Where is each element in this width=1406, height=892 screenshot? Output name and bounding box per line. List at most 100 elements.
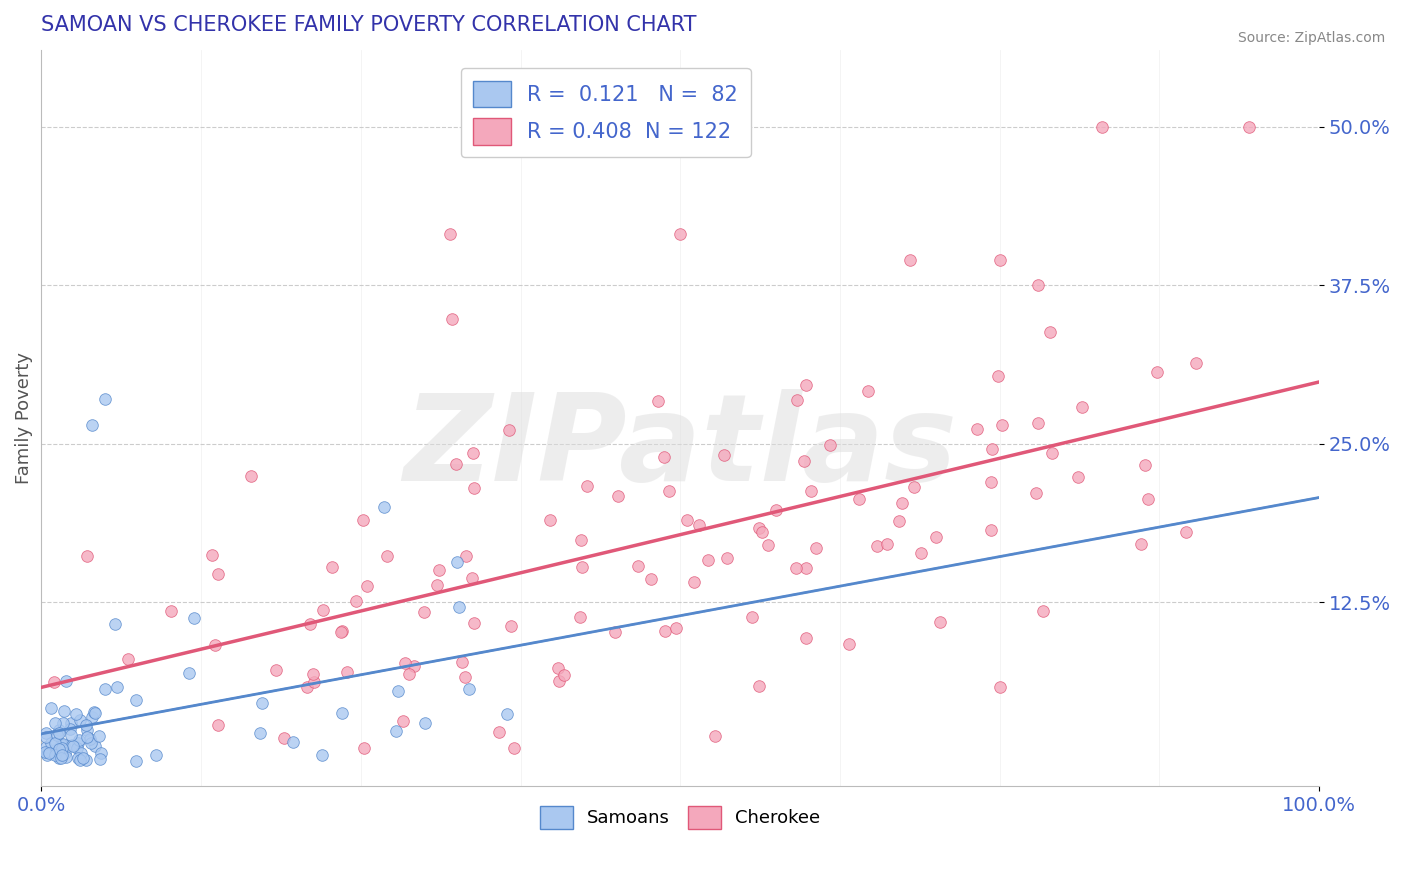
Point: [454, 549, 477, 563]
Point: [441, 312, 464, 326]
Point: [800, 484, 823, 499]
Point: [627, 558, 650, 573]
Point: [716, 551, 738, 566]
Point: [682, 575, 704, 590]
Point: [796, 378, 818, 392]
Point: [67, 751, 90, 765]
Point: [568, 610, 591, 624]
Point: [794, 561, 817, 575]
Point: [353, 741, 375, 756]
Point: [444, 457, 467, 471]
Point: [454, 670, 477, 684]
Point: [1133, 458, 1156, 472]
Point: [856, 384, 879, 399]
Point: [44, 746, 66, 760]
Point: [658, 484, 681, 499]
Point: [69, 732, 91, 747]
Point: [34, 746, 56, 760]
Point: [1137, 491, 1160, 506]
Point: [145, 747, 167, 762]
Point: [179, 665, 201, 680]
Point: [295, 681, 318, 695]
Point: [311, 747, 333, 762]
Point: [44, 743, 66, 757]
Point: [34, 725, 56, 739]
Point: [669, 227, 692, 242]
Point: [48, 723, 70, 738]
Point: [35, 745, 58, 759]
Y-axis label: Family Poverty: Family Poverty: [15, 352, 32, 484]
Point: [980, 523, 1002, 537]
Point: [820, 438, 842, 452]
Point: [39, 700, 62, 714]
Point: [60, 728, 83, 742]
Point: [1032, 604, 1054, 618]
Point: [94, 681, 117, 696]
Point: [547, 674, 569, 689]
Point: [373, 500, 395, 515]
Point: [207, 717, 229, 731]
Point: [427, 564, 450, 578]
Point: [55, 749, 77, 764]
Point: [1067, 470, 1090, 484]
Point: [352, 513, 374, 527]
Point: [59, 716, 82, 731]
Point: [696, 553, 718, 567]
Point: [1070, 401, 1092, 415]
Point: [336, 665, 359, 679]
Point: [104, 616, 127, 631]
Point: [675, 513, 697, 527]
Point: [461, 446, 484, 460]
Point: [458, 682, 481, 697]
Point: [765, 503, 787, 517]
Point: [266, 664, 288, 678]
Point: [866, 539, 889, 553]
Point: [76, 730, 98, 744]
Point: [887, 514, 910, 528]
Point: [48, 751, 70, 765]
Point: [413, 605, 436, 619]
Point: [75, 753, 97, 767]
Point: [330, 624, 353, 638]
Point: [38, 746, 60, 760]
Point: [413, 716, 436, 731]
Point: [344, 594, 367, 608]
Point: [34, 731, 56, 745]
Point: [502, 741, 524, 756]
Point: [980, 442, 1002, 456]
Point: [90, 746, 112, 760]
Point: [53, 738, 76, 752]
Point: [66, 736, 89, 750]
Point: [52, 705, 75, 719]
Point: [665, 621, 688, 635]
Point: [439, 227, 461, 242]
Point: [49, 751, 72, 765]
Point: [571, 533, 593, 548]
Point: [51, 740, 73, 755]
Point: [35, 748, 58, 763]
Point: [249, 726, 271, 740]
Point: [1040, 445, 1063, 459]
Point: [647, 394, 669, 409]
Point: [1174, 524, 1197, 539]
Point: [48, 741, 70, 756]
Point: [903, 480, 925, 494]
Point: [356, 579, 378, 593]
Point: [451, 656, 474, 670]
Point: [239, 468, 262, 483]
Point: [741, 610, 763, 624]
Point: [654, 624, 676, 638]
Point: [302, 666, 325, 681]
Point: [751, 524, 773, 539]
Point: [786, 392, 808, 407]
Point: [1028, 416, 1050, 430]
Point: [547, 661, 569, 675]
Point: [250, 696, 273, 710]
Point: [1237, 120, 1260, 134]
Point: [105, 680, 128, 694]
Text: Source: ZipAtlas.com: Source: ZipAtlas.com: [1237, 31, 1385, 45]
Point: [84, 706, 107, 720]
Point: [848, 491, 870, 506]
Legend: Samoans, Cherokee: Samoans, Cherokee: [533, 798, 828, 837]
Point: [1185, 356, 1208, 370]
